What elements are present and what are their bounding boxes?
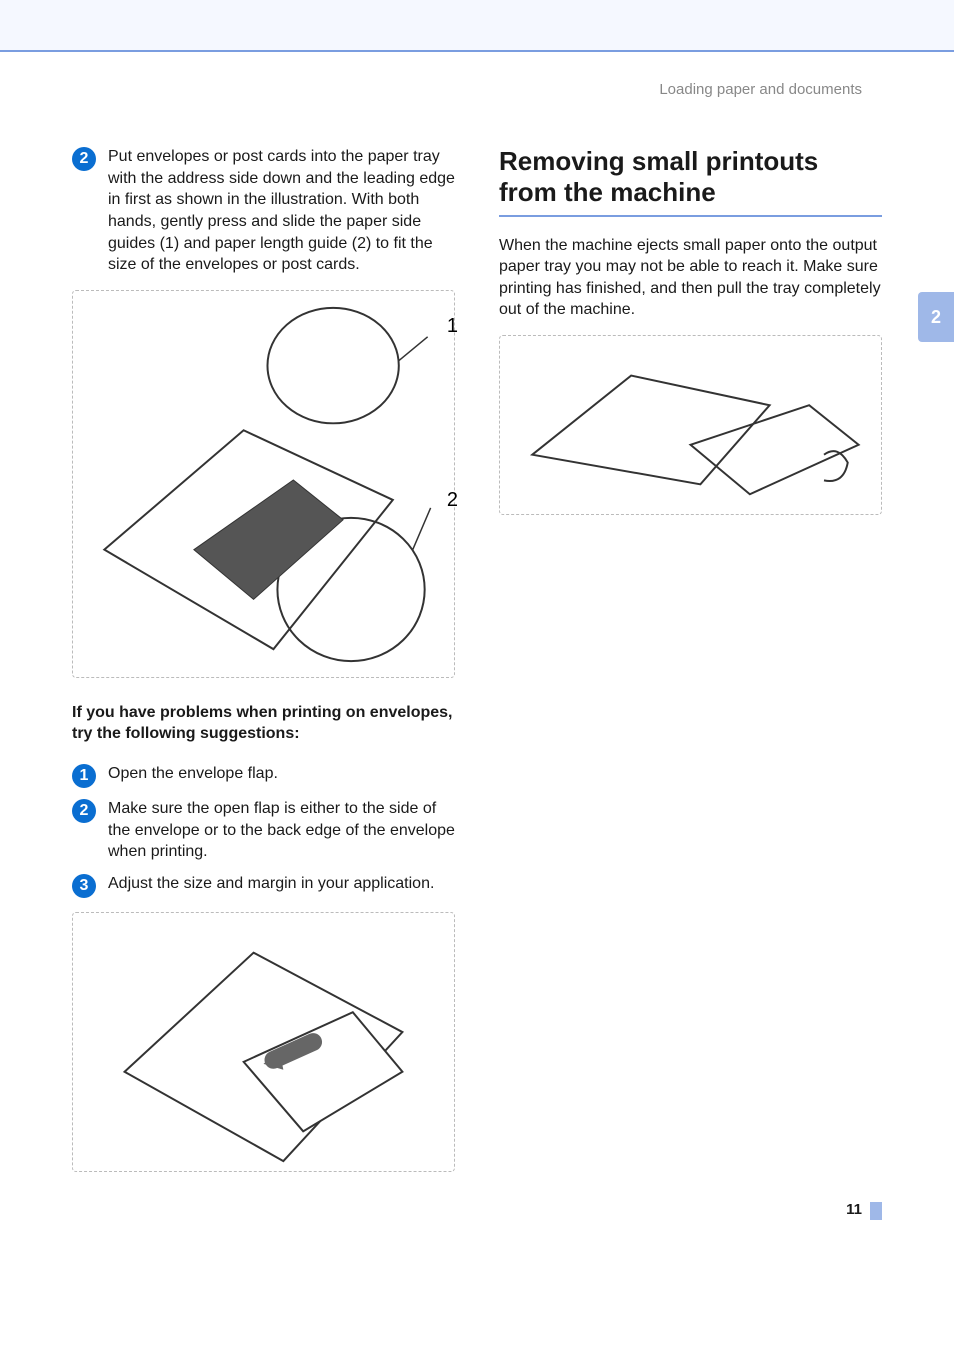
section-body: When the machine ejects small paper onto… <box>499 235 882 321</box>
section-heading: Removing small printouts from the machin… <box>499 146 882 208</box>
figure-envelope-flap <box>72 912 455 1172</box>
step-text: Adjust the size and margin in your appli… <box>108 873 455 895</box>
illustration-placeholder <box>499 335 882 515</box>
page-number-mark <box>870 1202 882 1220</box>
right-column: Removing small printouts from the machin… <box>499 146 882 1196</box>
figure-pull-tray <box>499 335 882 515</box>
page-body: Loading paper and documents 2 Put envelo… <box>0 52 954 1256</box>
step-number-bullet: 3 <box>72 874 96 898</box>
step-text: Open the envelope flap. <box>108 763 455 785</box>
envelope-flap-svg <box>73 913 454 1171</box>
running-head: Loading paper and documents <box>72 80 862 100</box>
step-text: Put envelopes or post cards into the pap… <box>108 146 455 276</box>
step-envelope-loading: 2 Put envelopes or post cards into the p… <box>72 146 455 276</box>
heading-rule <box>499 215 882 217</box>
step-number-bullet: 2 <box>72 147 96 171</box>
illustration-placeholder: 1 2 <box>72 290 455 678</box>
chapter-tab: 2 <box>918 292 954 342</box>
callout-2: 2 <box>447 487 458 514</box>
step-number-bullet: 2 <box>72 799 96 823</box>
troubleshoot-subhead: If you have problems when printing on en… <box>72 702 455 745</box>
troubleshoot-step: 2 Make sure the open flap is either to t… <box>72 798 455 863</box>
step-number-bullet: 1 <box>72 764 96 788</box>
left-column: 2 Put envelopes or post cards into the p… <box>72 146 455 1196</box>
tray-guides-svg <box>73 291 454 677</box>
figure-tray-guides: 1 2 <box>72 290 455 678</box>
callout-1: 1 <box>447 313 458 340</box>
step-text: Make sure the open flap is either to the… <box>108 798 455 863</box>
illustration-placeholder <box>72 912 455 1172</box>
troubleshoot-step: 3 Adjust the size and margin in your app… <box>72 873 455 898</box>
top-accent-bar <box>0 0 954 52</box>
page-number: 11 <box>846 1200 862 1220</box>
pull-tray-svg <box>500 336 881 514</box>
troubleshoot-step: 1 Open the envelope flap. <box>72 763 455 788</box>
